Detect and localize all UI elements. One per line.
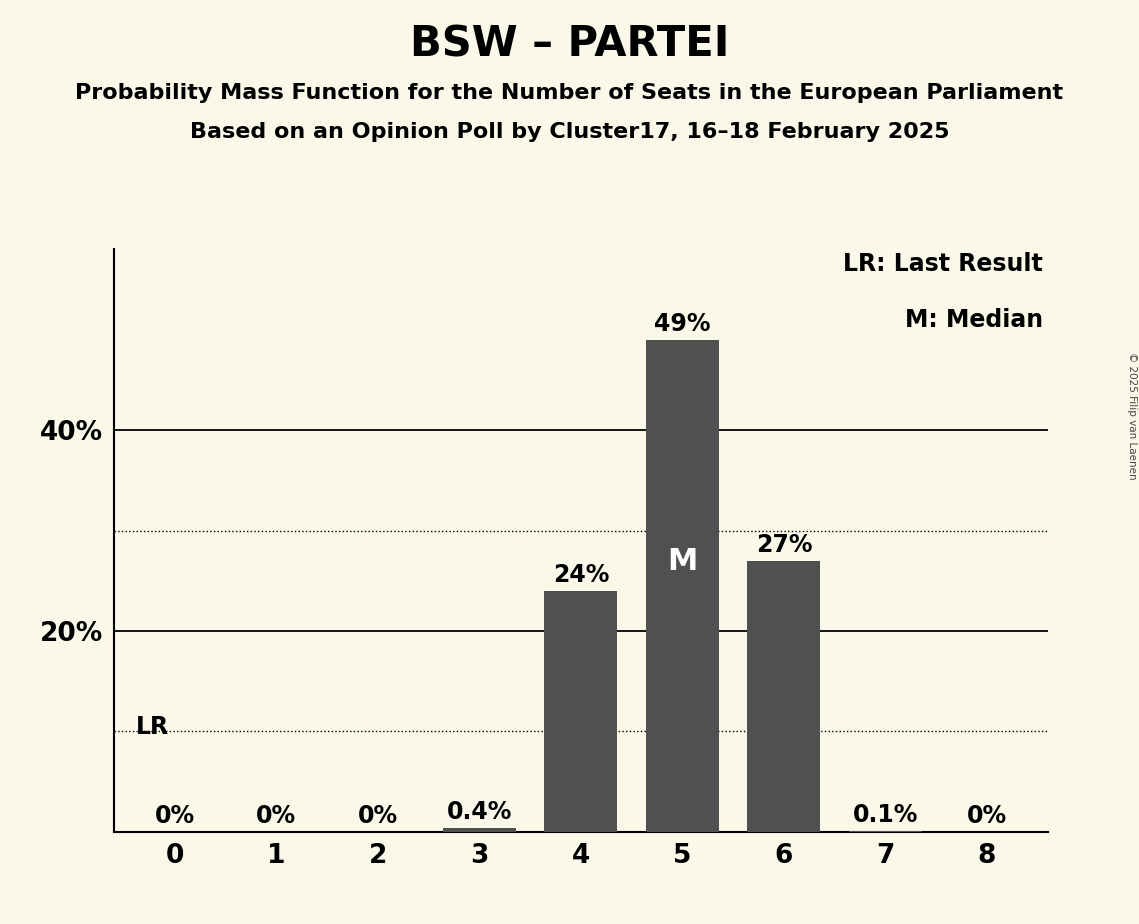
Text: 0%: 0%	[155, 804, 195, 828]
Text: M: Median: M: Median	[906, 308, 1043, 332]
Text: 49%: 49%	[654, 311, 711, 335]
Text: LR: Last Result: LR: Last Result	[844, 252, 1043, 276]
Text: 27%: 27%	[755, 532, 812, 556]
Bar	[443, 828, 516, 832]
Text: 0.1%: 0.1%	[853, 803, 918, 827]
Bar	[747, 561, 820, 832]
Text: Probability Mass Function for the Number of Seats in the European Parliament: Probability Mass Function for the Number…	[75, 83, 1064, 103]
Text: Based on an Opinion Poll by Cluster17, 16–18 February 2025: Based on an Opinion Poll by Cluster17, 1…	[190, 122, 949, 142]
Text: 0%: 0%	[256, 804, 296, 828]
Text: 24%: 24%	[552, 563, 609, 587]
Bar	[646, 340, 719, 832]
Text: 0%: 0%	[358, 804, 398, 828]
Bar	[544, 590, 617, 832]
Text: 0.4%: 0.4%	[446, 799, 513, 823]
Bar	[849, 831, 921, 832]
Text: © 2025 Filip van Laenen: © 2025 Filip van Laenen	[1126, 352, 1137, 480]
Text: M: M	[667, 547, 697, 576]
Text: LR: LR	[137, 715, 170, 739]
Text: 0%: 0%	[967, 804, 1007, 828]
Text: BSW – PARTEI: BSW – PARTEI	[410, 23, 729, 65]
